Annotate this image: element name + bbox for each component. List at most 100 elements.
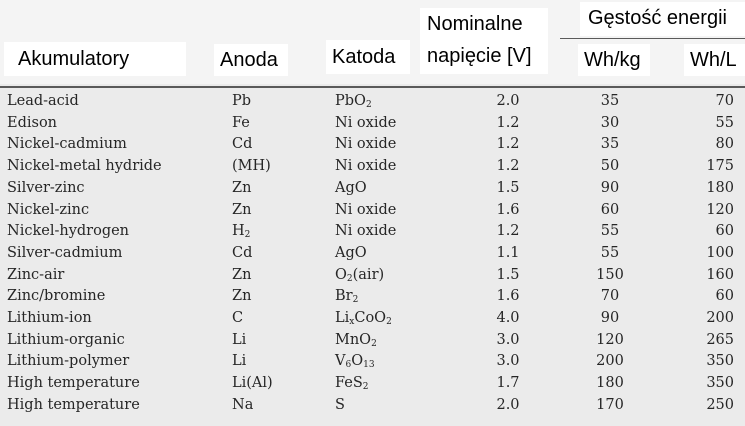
cell-anode: C — [232, 308, 243, 330]
cell-wh-per-l: 265 — [706, 331, 734, 348]
header-katoda: Katoda — [332, 46, 396, 68]
formula-part: Br — [335, 288, 353, 305]
formula-part: H — [232, 223, 245, 240]
formula-part: Fe — [232, 114, 250, 131]
cell-voltage: 2.0 — [496, 93, 520, 109]
formula-part: Cd — [232, 136, 253, 153]
table-row: Nickel-metal hydride (MH) Ni oxide 1.2 50 175 — [0, 156, 745, 178]
cell-wh-per-l: 175 — [706, 158, 734, 175]
cell-anode: Li — [232, 351, 246, 373]
table-row: Silver-zinc Zn AgO 1.5 90 180 — [0, 178, 745, 200]
cell-battery-type: High temperature — [7, 375, 140, 392]
cell-wh-per-kg: 90 — [600, 310, 620, 326]
cell-voltage: 1.2 — [496, 114, 520, 131]
formula-part: Zn — [232, 288, 252, 305]
cell-anode: Cd — [232, 134, 252, 156]
header-cell-gestosc-bg — [580, 2, 745, 36]
header-whkg: Wh/kg — [584, 49, 641, 71]
cell-voltage: 2.0 — [496, 396, 520, 413]
cell-wh-per-kg: 55 — [600, 223, 620, 240]
formula-part: 2 — [362, 382, 369, 393]
table-row: Silver-cadmium Cd AgO 1.1 55 100 — [0, 243, 745, 265]
header-cell-whl-bg — [684, 44, 745, 76]
header-napiecie: napięcie [V] — [427, 45, 532, 67]
cell-anode: Zn — [232, 200, 251, 222]
header-gestosc-energii: Gęstość energii — [588, 7, 727, 29]
formula-part: x — [349, 317, 355, 327]
cell-voltage: 1.2 — [496, 223, 520, 240]
formula-part: Li(Al) — [232, 375, 273, 392]
cell-wh-per-kg: 200 — [596, 353, 624, 370]
formula-part: FeS — [335, 375, 363, 392]
cell-battery-type: Zinc-air — [7, 266, 65, 283]
cell-battery-type: Nickel-cadmium — [7, 136, 127, 153]
cell-battery-type: Lithium-polymer — [7, 353, 130, 370]
cell-battery-type: Silver-cadmium — [7, 244, 123, 261]
cell-wh-per-l: 250 — [706, 396, 734, 413]
cell-voltage: 3.0 — [496, 353, 520, 370]
cell-wh-per-kg: 50 — [600, 158, 620, 175]
formula-part: Ni oxide — [335, 114, 397, 131]
header-subdivider — [560, 38, 745, 39]
cell-cathode: PbO2 — [335, 91, 372, 113]
cell-wh-per-l: 160 — [706, 266, 734, 283]
cell-voltage: 1.5 — [496, 266, 520, 283]
cell-cathode: Ni oxide — [335, 221, 396, 243]
cell-battery-type: Nickel-hydrogen — [7, 223, 130, 240]
cell-cathode: Br2 — [335, 286, 358, 308]
formula-part: 13 — [363, 360, 375, 371]
cell-cathode: AgO — [335, 243, 367, 265]
cell-anode: Pb — [232, 91, 251, 113]
formula-part: 2 — [365, 100, 372, 110]
table-row: Zinc-air Zn O2(air) 1.5 150 160 — [0, 265, 745, 287]
cell-voltage: 1.6 — [496, 288, 520, 305]
cell-wh-per-kg: 170 — [596, 396, 624, 413]
formula-part: Zn — [232, 201, 252, 218]
cell-battery-type: Lead-acid — [7, 93, 79, 109]
cell-anode: Fe — [232, 113, 250, 135]
header-nominalne: Nominalne — [427, 13, 523, 35]
formula-part: Ni oxide — [335, 136, 397, 153]
cell-anode: Zn — [232, 265, 251, 287]
cell-cathode: FeS2 — [335, 373, 369, 395]
cell-battery-type: Silver-zinc — [7, 179, 85, 196]
cell-cathode: AgO — [335, 178, 367, 200]
cell-wh-per-l: 350 — [706, 353, 734, 370]
table-row: Nickel-cadmium Cd Ni oxide 1.2 35 80 — [0, 134, 745, 156]
cell-voltage: 3.0 — [496, 331, 520, 348]
cell-voltage: 1.6 — [496, 201, 520, 218]
formula-part: Ni oxide — [335, 201, 397, 218]
cell-wh-per-kg: 30 — [600, 114, 620, 131]
cell-battery-type: Lithium-ion — [7, 310, 92, 326]
table-row: Edison Fe Ni oxide 1.2 30 55 — [0, 113, 745, 135]
cell-wh-per-l: 200 — [706, 310, 734, 326]
formula-part: CoO — [354, 310, 387, 326]
table-row: Lithium-organic Li MnO2 3.0 120 265 — [0, 330, 745, 352]
cell-anode: (MH) — [232, 156, 271, 178]
formula-part: Li — [232, 331, 247, 348]
cell-anode: H2 — [232, 221, 250, 243]
formula-part: MnO — [335, 331, 372, 348]
formula-part: O — [351, 353, 364, 370]
formula-part: 2 — [346, 273, 353, 284]
formula-part: Zn — [232, 266, 252, 283]
cell-wh-per-l: 60 — [715, 288, 734, 305]
formula-part: 2 — [244, 230, 251, 241]
formula-part: 2 — [386, 317, 392, 327]
cell-wh-per-l: 180 — [706, 179, 734, 196]
cell-anode: Zn — [232, 178, 251, 200]
header-bottom-rule — [0, 86, 745, 88]
header-cell-whkg-bg — [578, 44, 650, 76]
cell-battery-type: Nickel-zinc — [7, 201, 90, 218]
header-cell-katoda-bg — [326, 40, 410, 74]
cell-cathode: S — [335, 395, 345, 417]
formula-part: (MH) — [232, 158, 271, 175]
formula-part: Li — [232, 353, 247, 370]
cell-battery-type: Nickel-metal hydride — [7, 158, 162, 175]
formula-part: O — [335, 266, 347, 283]
formula-part: AgO — [335, 244, 367, 261]
cell-voltage: 1.5 — [496, 179, 520, 196]
cell-anode: Li — [232, 330, 246, 352]
cell-cathode: O2(air) — [335, 265, 384, 287]
formula-part: PbO — [335, 93, 366, 109]
